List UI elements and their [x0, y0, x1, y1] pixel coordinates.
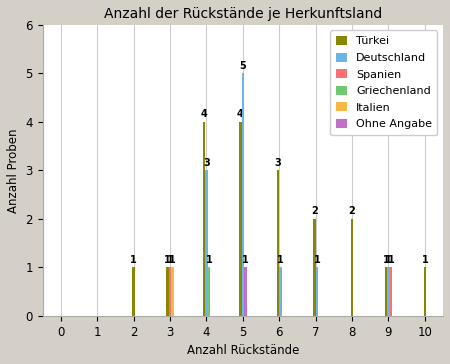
Bar: [132, 267, 135, 316]
Text: 4: 4: [201, 110, 207, 119]
Text: 1: 1: [242, 255, 249, 265]
Bar: [202, 122, 205, 316]
Text: 4: 4: [237, 110, 244, 119]
Text: 2: 2: [349, 206, 356, 216]
Bar: [423, 267, 426, 316]
Text: 1: 1: [422, 255, 428, 265]
Text: 1: 1: [206, 255, 212, 265]
Text: 3: 3: [203, 158, 210, 168]
Bar: [390, 267, 392, 316]
Text: 3: 3: [274, 158, 281, 168]
Bar: [205, 170, 208, 316]
Legend: Türkei, Deutschland, Spanien, Griechenland, Italien, Ohne Angabe: Türkei, Deutschland, Spanien, Griechenla…: [330, 31, 437, 135]
Text: 2: 2: [311, 206, 318, 216]
Text: 1: 1: [385, 255, 392, 265]
Bar: [208, 267, 210, 316]
Bar: [387, 267, 390, 316]
Bar: [316, 267, 318, 316]
Bar: [242, 74, 244, 316]
Bar: [279, 267, 282, 316]
Text: 1: 1: [130, 255, 137, 265]
Text: 1: 1: [387, 255, 394, 265]
Text: 1: 1: [314, 255, 320, 265]
Title: Anzahl der Rückstände je Herkunftsland: Anzahl der Rückstände je Herkunftsland: [104, 7, 382, 21]
Text: 5: 5: [239, 61, 246, 71]
Text: 1: 1: [164, 255, 171, 265]
Bar: [171, 267, 174, 316]
Bar: [351, 219, 353, 316]
Bar: [277, 170, 279, 316]
Text: 1: 1: [277, 255, 284, 265]
Bar: [385, 267, 387, 316]
X-axis label: Anzahl Rückstände: Anzahl Rückstände: [187, 344, 299, 357]
Bar: [244, 267, 247, 316]
Bar: [169, 267, 171, 316]
Text: 1: 1: [169, 255, 176, 265]
Bar: [166, 267, 169, 316]
Text: 1: 1: [382, 255, 389, 265]
Text: 1: 1: [167, 255, 174, 265]
Bar: [313, 219, 316, 316]
Bar: [239, 122, 242, 316]
Y-axis label: Anzahl Proben: Anzahl Proben: [7, 128, 20, 213]
